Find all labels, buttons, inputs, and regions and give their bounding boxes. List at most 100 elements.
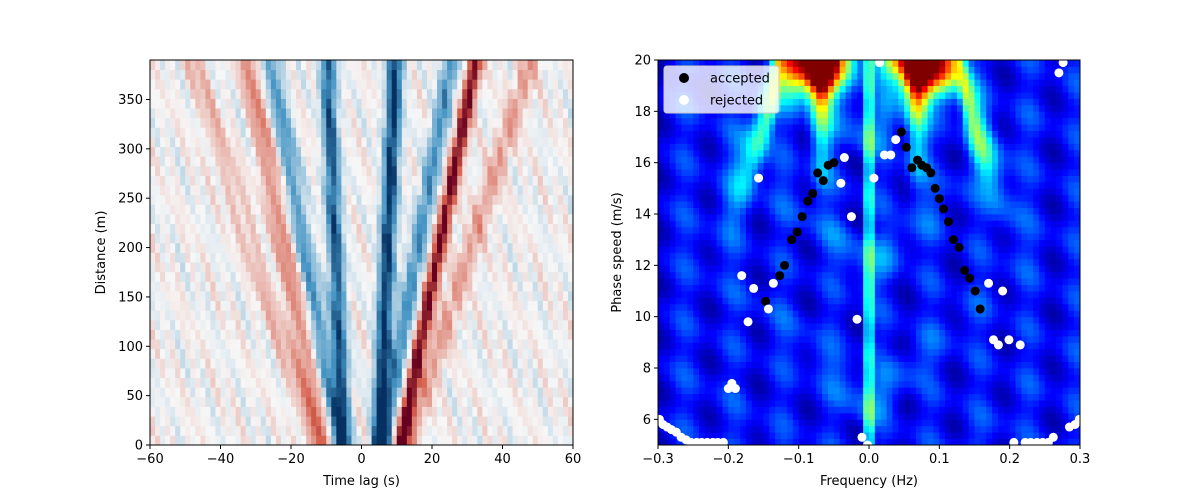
heatmap-cell — [165, 99, 170, 109]
heatmap-cell — [432, 291, 437, 301]
heatmap-cell — [382, 214, 387, 224]
dispersion-cell — [764, 291, 770, 298]
heatmap-cell — [301, 358, 306, 368]
heatmap-cell — [528, 310, 533, 320]
heatmap-cell — [236, 397, 241, 407]
heatmap-cell — [286, 156, 291, 166]
dispersion-cell — [670, 413, 676, 420]
heatmap-cell — [407, 358, 412, 368]
heatmap-cell — [382, 281, 387, 291]
heatmap-cell — [472, 349, 477, 359]
dispersion-cell — [781, 143, 787, 150]
dispersion-cell — [717, 374, 723, 381]
heatmap-cell — [251, 281, 256, 291]
dispersion-cell — [728, 188, 734, 195]
heatmap-cell — [372, 291, 377, 301]
dispersion-cell — [740, 342, 746, 349]
heatmap-cell — [351, 224, 356, 234]
heatmap-cell — [497, 426, 502, 436]
heatmap-cell — [482, 407, 487, 417]
heatmap-cell — [407, 301, 412, 311]
heatmap-cell — [437, 214, 442, 224]
heatmap-cell — [321, 195, 326, 205]
heatmap-cell — [503, 253, 508, 263]
dispersion-cell — [787, 336, 793, 343]
dispersion-cell — [764, 240, 770, 247]
heatmap-cell — [356, 60, 361, 70]
dispersion-cell — [764, 362, 770, 369]
heatmap-cell — [160, 156, 165, 166]
heatmap-cell — [407, 214, 412, 224]
heatmap-cell — [497, 339, 502, 349]
heatmap-cell — [397, 60, 402, 70]
heatmap-cell — [155, 127, 160, 137]
heatmap-cell — [437, 301, 442, 311]
dispersion-cell — [681, 323, 687, 330]
heatmap-cell — [356, 214, 361, 224]
heatmap-cell — [326, 99, 331, 109]
heatmap-cell — [165, 291, 170, 301]
heatmap-cell — [165, 435, 170, 445]
dispersion-cell — [805, 169, 811, 176]
dispersion-cell — [676, 182, 682, 189]
heatmap-cell — [351, 397, 356, 407]
heatmap-cell — [160, 108, 165, 118]
dispersion-cell — [705, 394, 711, 401]
heatmap-cell — [427, 426, 432, 436]
heatmap-cell — [462, 195, 467, 205]
heatmap-cell — [175, 156, 180, 166]
heatmap-cell — [392, 224, 397, 234]
dispersion-cell — [805, 330, 811, 337]
dispersion-cell — [758, 253, 764, 260]
heatmap-cell — [397, 137, 402, 147]
dispersion-cell — [781, 99, 787, 106]
heatmap-cell — [482, 70, 487, 80]
heatmap-cell — [553, 70, 558, 80]
heatmap-cell — [185, 185, 190, 195]
dispersion-cell — [705, 246, 711, 253]
heatmap-cell — [407, 426, 412, 436]
heatmap-cell — [472, 156, 477, 166]
dispersion-cell — [793, 426, 799, 433]
dispersion-cell — [705, 355, 711, 362]
heatmap-cell — [563, 253, 568, 263]
heatmap-cell — [251, 320, 256, 330]
heatmap-cell — [538, 79, 543, 89]
heatmap-cell — [508, 330, 513, 340]
dispersion-cell — [787, 201, 793, 208]
heatmap-cell — [558, 156, 563, 166]
dispersion-cell — [769, 297, 775, 304]
heatmap-cell — [296, 147, 301, 157]
heatmap-cell — [170, 387, 175, 397]
heatmap-cell — [175, 166, 180, 176]
dispersion-cell — [676, 253, 682, 260]
heatmap-cell — [306, 60, 311, 70]
heatmap-cell — [256, 233, 261, 243]
heatmap-cell — [523, 195, 528, 205]
dispersion-cell — [705, 156, 711, 163]
heatmap-cell — [266, 407, 271, 417]
heatmap-cell — [180, 368, 185, 378]
heatmap-cell — [311, 387, 316, 397]
dispersion-cell — [752, 156, 758, 163]
heatmap-cell — [462, 407, 467, 417]
heatmap-cell — [452, 281, 457, 291]
heatmap-cell — [477, 349, 482, 359]
heatmap-cell — [417, 224, 422, 234]
heatmap-cell — [407, 118, 412, 128]
heatmap-cell — [185, 137, 190, 147]
dispersion-cell — [764, 413, 770, 420]
heatmap-cell — [256, 185, 261, 195]
heatmap-cell — [170, 147, 175, 157]
dispersion-cell — [705, 201, 711, 208]
dispersion-cell — [769, 419, 775, 426]
dispersion-cell — [746, 419, 752, 426]
heatmap-cell — [276, 195, 281, 205]
heatmap-cell — [392, 310, 397, 320]
dispersion-cell — [664, 253, 670, 260]
heatmap-cell — [472, 127, 477, 137]
heatmap-cell — [281, 185, 286, 195]
heatmap-cell — [231, 281, 236, 291]
heatmap-cell — [341, 407, 346, 417]
heatmap-cell — [518, 349, 523, 359]
